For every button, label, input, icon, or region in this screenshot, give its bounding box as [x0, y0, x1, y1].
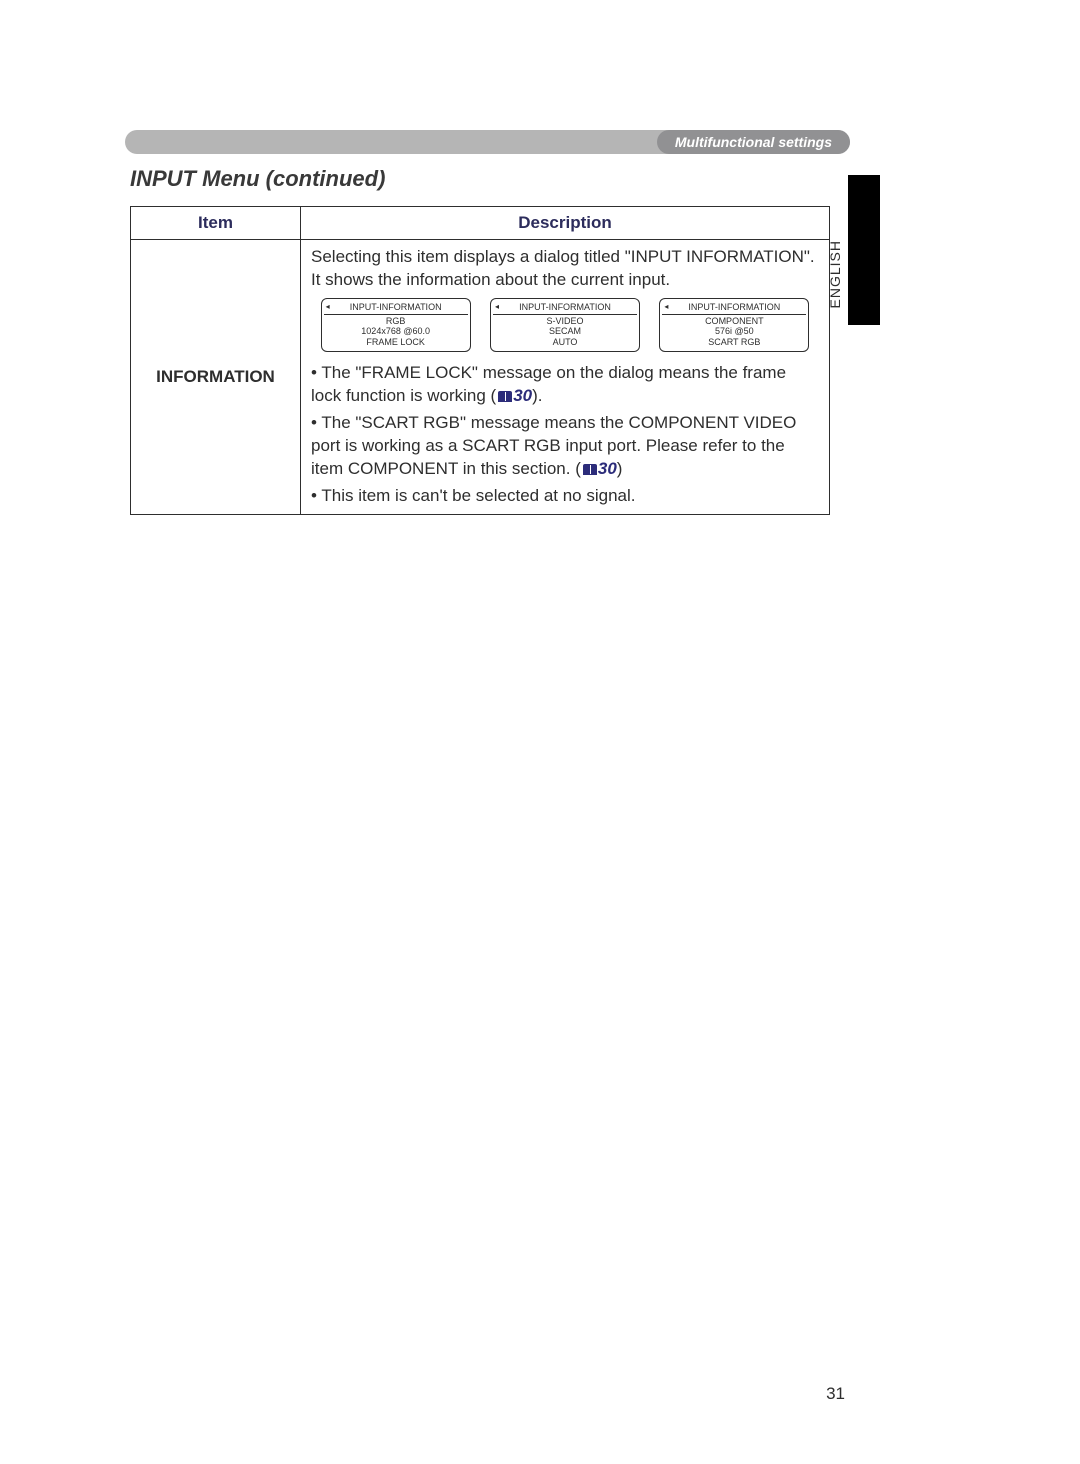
input-menu-table: Item Description INFORMATION Selecting t…	[130, 206, 830, 515]
dialog-line: RGB	[324, 316, 468, 327]
dialog-line: S-VIDEO	[493, 316, 637, 327]
page-ref: 30	[598, 459, 617, 478]
dialog-line: SCART RGB	[662, 337, 806, 348]
col-description: Description	[301, 207, 830, 240]
dialog-line: AUTO	[493, 337, 637, 348]
dialog-previews: INPUT-INFORMATION RGB 1024x768 @60.0 FRA…	[311, 298, 819, 352]
dialog-preview: INPUT-INFORMATION RGB 1024x768 @60.0 FRA…	[321, 298, 471, 352]
dialog-line: SECAM	[493, 326, 637, 337]
intro-text: Selecting this item displays a dialog ti…	[311, 246, 819, 292]
dialog-line: 1024x768 @60.0	[324, 326, 468, 337]
dialog-title: INPUT-INFORMATION	[324, 302, 468, 315]
page-ref: 30	[513, 386, 532, 405]
bullet-2: • The "SCART RGB" message means the COMP…	[311, 412, 819, 481]
bullet-text-end: )	[617, 459, 623, 478]
table-header-row: Item Description	[131, 207, 830, 240]
dialog-line: FRAME LOCK	[324, 337, 468, 348]
dialog-title: INPUT-INFORMATION	[662, 302, 806, 315]
dialog-title: INPUT-INFORMATION	[493, 302, 637, 315]
dialog-preview: INPUT-INFORMATION COMPONENT 576i @50 SCA…	[659, 298, 809, 352]
bullet-text-end: ).	[532, 386, 542, 405]
col-item: Item	[131, 207, 301, 240]
side-tab	[848, 175, 880, 325]
book-icon	[583, 464, 597, 475]
page-number: 31	[826, 1384, 845, 1404]
section-title: INPUT Menu (continued)	[130, 166, 385, 192]
table-row: INFORMATION Selecting this item displays…	[131, 240, 830, 515]
item-cell: INFORMATION	[131, 240, 301, 515]
dialog-line: COMPONENT	[662, 316, 806, 327]
header-badge: Multifunctional settings	[657, 130, 850, 154]
dialog-preview: INPUT-INFORMATION S-VIDEO SECAM AUTO	[490, 298, 640, 352]
bullet-1: • The "FRAME LOCK" message on the dialog…	[311, 362, 819, 408]
description-cell: Selecting this item displays a dialog ti…	[301, 240, 830, 515]
bullet-3: • This item is can't be selected at no s…	[311, 485, 819, 508]
bullet-text: • The "FRAME LOCK" message on the dialog…	[311, 363, 786, 405]
bullet-text: • The "SCART RGB" message means the COMP…	[311, 413, 796, 478]
dialog-line: 576i @50	[662, 326, 806, 337]
book-icon	[498, 391, 512, 402]
